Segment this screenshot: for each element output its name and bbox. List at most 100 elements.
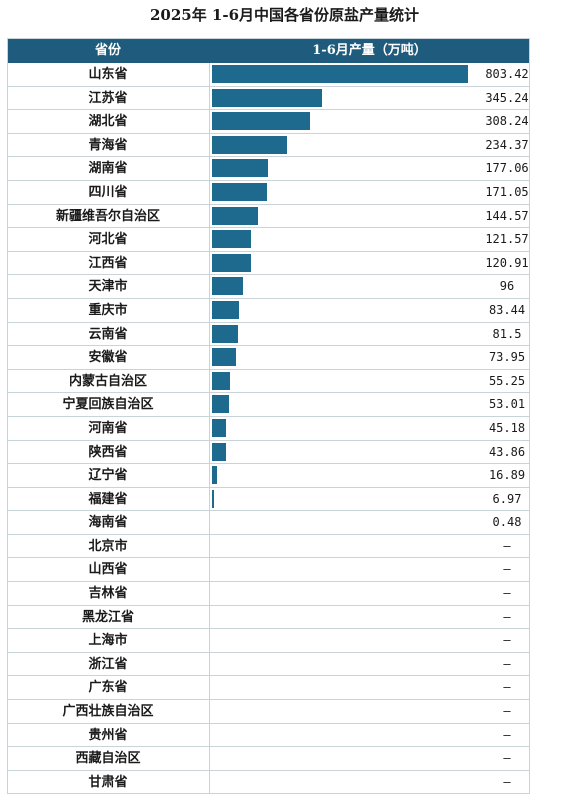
- province-label: 江西省: [88, 255, 128, 271]
- province-label: 北京市: [88, 538, 128, 554]
- province-label: 河南省: [88, 420, 128, 436]
- value-label: 6.97: [492, 491, 522, 506]
- table-row: 福建省 6.97: [7, 488, 530, 512]
- province-label: 四川省: [88, 184, 128, 200]
- province-label: 福建省: [88, 491, 128, 507]
- value-bar: [212, 88, 322, 107]
- value-label: –: [503, 562, 511, 577]
- table-row: 河南省 45.18: [7, 417, 530, 441]
- table-row: 上海市 –: [7, 629, 530, 653]
- table-row: 河北省 121.57: [7, 228, 530, 252]
- province-label: 甘肃省: [88, 774, 128, 790]
- value-label: 55.25: [488, 373, 526, 388]
- province-label: 西藏自治区: [75, 751, 141, 767]
- table-row: 陕西省 43.86: [7, 441, 530, 465]
- value-label: –: [503, 609, 511, 624]
- province-label: 宁夏回族自治区: [62, 397, 154, 413]
- province-label: 新疆维吾尔自治区: [55, 208, 160, 224]
- value-label: 234.37: [485, 137, 529, 152]
- province-label: 辽宁省: [88, 468, 128, 484]
- value-label: –: [503, 727, 511, 742]
- value-bar: [212, 418, 227, 437]
- province-label: 云南省: [88, 326, 128, 342]
- table-row: 辽宁省 16.89: [7, 464, 530, 488]
- province-label: 广西壮族自治区: [62, 704, 154, 720]
- table-row: 贵州省 –: [7, 724, 530, 748]
- value-label: 96: [499, 279, 515, 294]
- value-label: 16.89: [488, 468, 526, 483]
- table-row: 甘肃省 –: [7, 771, 530, 795]
- value-bar: [212, 489, 215, 508]
- province-label: 吉林省: [88, 586, 128, 602]
- value-label: 308.24: [485, 114, 529, 129]
- value-label: 121.57: [485, 232, 529, 247]
- table-row: 山西省 –: [7, 558, 530, 583]
- value-bar: [212, 135, 287, 154]
- table-row: 安徽省 73.95: [7, 346, 530, 370]
- table-row: 天津市 96: [7, 275, 530, 299]
- value-bar: [212, 230, 251, 249]
- table-row: 江西省 120.91: [7, 252, 530, 276]
- value-bar: [212, 65, 468, 83]
- value-label: –: [503, 633, 511, 648]
- province-label: 贵州省: [88, 727, 128, 743]
- province-label: 陕西省: [88, 444, 128, 460]
- table-row: 浙江省 –: [7, 653, 530, 677]
- province-label: 湖北省: [88, 114, 128, 130]
- province-label: 天津市: [88, 279, 128, 295]
- value-label: 345.24: [485, 90, 529, 105]
- value-label: 53.01: [488, 397, 526, 412]
- table-row: 重庆市 83.44: [7, 299, 530, 323]
- table-row: 海南省 0.48: [7, 511, 530, 535]
- value-label: 73.95: [488, 350, 526, 365]
- value-label: 83.44: [488, 302, 526, 317]
- table-row: 广东省 –: [7, 676, 530, 701]
- table-row: 西藏自治区 –: [7, 747, 530, 771]
- value-label: –: [503, 656, 511, 671]
- value-label: 45.18: [488, 420, 526, 435]
- table-row: 青海省 234.37: [7, 134, 530, 158]
- value-label: –: [503, 538, 511, 553]
- value-label: –: [503, 586, 511, 601]
- table-row: 北京市 –: [7, 535, 530, 559]
- value-bar: [212, 300, 239, 319]
- value-bar: [212, 182, 267, 201]
- value-label: 0.48: [492, 515, 522, 530]
- province-label: 安徽省: [88, 350, 128, 366]
- chart-title: 2025年 1-6月中国各省份原盐产量统计: [149, 6, 420, 24]
- table-row: 江苏省 345.24: [7, 87, 530, 111]
- province-label: 湖南省: [88, 161, 128, 177]
- table-row: 山东省 803.42: [7, 63, 530, 87]
- value-bar: [212, 324, 238, 343]
- table-row: 黑龙江省 –: [7, 606, 530, 630]
- header-province: 省份: [94, 43, 121, 58]
- table-row: 新疆维吾尔自治区 144.57: [7, 205, 530, 229]
- table-row: 湖北省 308.24: [7, 110, 530, 134]
- province-label: 河北省: [88, 232, 128, 248]
- value-bar: [212, 159, 269, 178]
- value-label: 171.05: [485, 184, 529, 199]
- value-bar: [212, 253, 251, 272]
- table-header: 省份 1-6月产量（万吨）: [7, 38, 530, 63]
- value-label: 81.5: [492, 326, 522, 341]
- value-bar: [212, 395, 229, 414]
- province-label: 海南省: [88, 515, 128, 531]
- table-row: 吉林省 –: [7, 582, 530, 606]
- value-bar: [212, 112, 311, 131]
- province-label: 上海市: [88, 633, 128, 649]
- table-row: 湖南省 177.06: [7, 157, 530, 181]
- value-label: 43.86: [488, 444, 526, 459]
- province-label: 江苏省: [88, 90, 128, 106]
- value-bar: [212, 348, 236, 367]
- value-label: 803.42: [485, 67, 529, 81]
- value-label: –: [503, 704, 511, 719]
- value-bar: [212, 442, 226, 461]
- province-label: 重庆市: [88, 302, 128, 318]
- value-label: –: [503, 680, 511, 695]
- value-bar: [212, 371, 230, 390]
- province-label: 浙江省: [88, 656, 128, 672]
- value-label: –: [503, 751, 511, 766]
- value-label: 177.06: [485, 161, 529, 176]
- column-divider: [209, 63, 210, 795]
- province-label: 黑龙江省: [81, 609, 134, 625]
